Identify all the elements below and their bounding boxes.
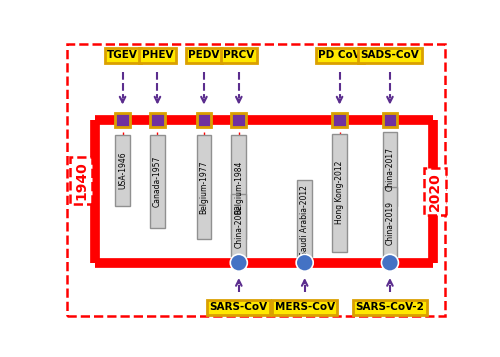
Text: Canada-1957: Canada-1957 — [153, 156, 162, 207]
FancyBboxPatch shape — [150, 113, 165, 127]
Text: MERS-CoV: MERS-CoV — [274, 302, 335, 312]
Text: Belgium-1984: Belgium-1984 — [234, 160, 244, 214]
Text: Saudi Arabia-2012: Saudi Arabia-2012 — [300, 185, 309, 256]
FancyBboxPatch shape — [232, 135, 246, 240]
FancyBboxPatch shape — [196, 113, 212, 127]
Text: PRCV: PRCV — [223, 50, 254, 60]
FancyBboxPatch shape — [115, 113, 130, 127]
Text: SARS-CoV: SARS-CoV — [210, 302, 268, 312]
Text: PEDV: PEDV — [188, 50, 220, 60]
Text: China-2002: China-2002 — [234, 203, 244, 248]
Ellipse shape — [382, 254, 398, 271]
FancyBboxPatch shape — [298, 180, 312, 260]
FancyBboxPatch shape — [382, 113, 398, 127]
Text: 1940: 1940 — [74, 161, 88, 200]
FancyBboxPatch shape — [232, 194, 246, 257]
Text: China-2019: China-2019 — [386, 201, 394, 245]
Text: China-2017: China-2017 — [386, 147, 394, 191]
Text: Belgium-1977: Belgium-1977 — [200, 160, 208, 214]
FancyBboxPatch shape — [382, 187, 398, 258]
FancyBboxPatch shape — [150, 135, 165, 228]
FancyBboxPatch shape — [232, 113, 246, 127]
Text: SARS-CoV-2: SARS-CoV-2 — [356, 302, 424, 312]
Text: PD CoV: PD CoV — [318, 50, 361, 60]
Text: SADS-CoV: SADS-CoV — [360, 50, 420, 60]
FancyBboxPatch shape — [332, 113, 347, 127]
Text: 2020: 2020 — [428, 172, 442, 211]
Text: PHEV: PHEV — [142, 50, 173, 60]
FancyBboxPatch shape — [196, 135, 212, 240]
Text: USA-1946: USA-1946 — [118, 152, 127, 190]
FancyBboxPatch shape — [382, 132, 398, 206]
FancyBboxPatch shape — [332, 134, 347, 252]
Text: TGEV: TGEV — [107, 50, 138, 60]
FancyBboxPatch shape — [115, 135, 130, 206]
Ellipse shape — [230, 254, 248, 271]
Text: Hong Kong-2012: Hong Kong-2012 — [335, 161, 344, 224]
Ellipse shape — [296, 254, 313, 271]
